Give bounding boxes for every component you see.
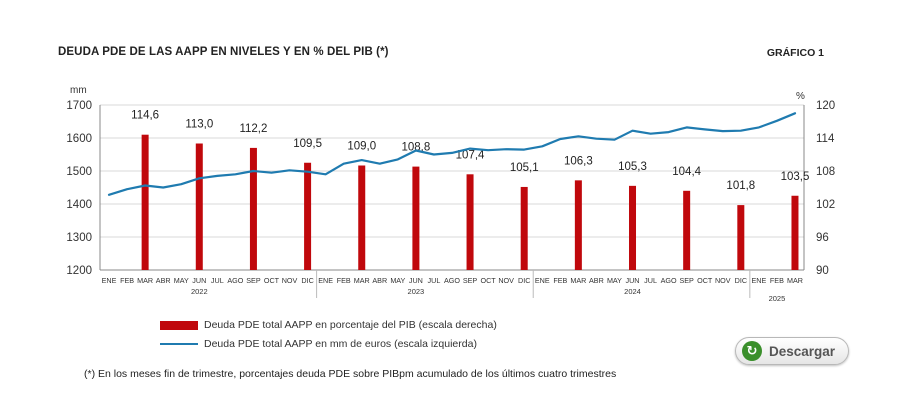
bar-debt-pct-gdp xyxy=(737,205,745,270)
bar-data-label: 109,0 xyxy=(347,141,376,153)
x-axis-year-label: 2025 xyxy=(769,294,786,303)
x-axis-month-label: DIC xyxy=(735,276,747,285)
left-axis-tick-label: 1600 xyxy=(66,133,92,145)
bar-data-label: 109,5 xyxy=(293,138,322,150)
x-axis-month-label: FEB xyxy=(553,276,567,285)
x-axis-month-label: ENE xyxy=(102,276,117,285)
bar-data-label: 112,2 xyxy=(239,123,267,135)
left-axis-unit: mm xyxy=(70,85,87,96)
right-axis-tick-label: 96 xyxy=(816,232,829,244)
bar-debt-pct-gdp xyxy=(195,143,203,270)
x-axis-month-label: FEB xyxy=(337,276,351,285)
left-axis-tick-label: 1700 xyxy=(66,100,92,112)
x-axis-month-label: JUL xyxy=(211,276,224,285)
left-axis-tick-label: 1200 xyxy=(66,265,92,277)
bar-debt-pct-gdp xyxy=(141,134,149,270)
x-axis-month-label: JUL xyxy=(428,276,441,285)
legend-line-swatch xyxy=(160,343,198,345)
x-axis-month-label: SEP xyxy=(246,276,261,285)
right-axis-tick-label: 120 xyxy=(816,100,835,112)
bar-data-label: 101,8 xyxy=(726,180,755,192)
x-axis-month-label: AGO xyxy=(444,276,460,285)
x-axis-month-label: MAR xyxy=(570,276,586,285)
x-axis-month-label: ENE xyxy=(318,276,333,285)
x-axis-month-label: ENE xyxy=(751,276,766,285)
bar-data-label: 103,5 xyxy=(781,171,810,183)
x-axis-month-label: NOV xyxy=(715,276,731,285)
bar-debt-pct-gdp xyxy=(304,162,312,270)
legend: Deuda PDE total AAPP en porcentaje del P… xyxy=(160,316,497,354)
bar-debt-pct-gdp xyxy=(629,185,637,270)
bar-data-label: 114,6 xyxy=(131,110,159,122)
legend-bar-swatch xyxy=(160,321,198,330)
footnote: (*) En los meses fin de trimestre, porce… xyxy=(84,368,617,380)
x-axis-month-label: NOV xyxy=(498,276,514,285)
bar-data-label: 113,0 xyxy=(185,119,213,131)
line-debt-billion-eur xyxy=(107,112,797,196)
bar-debt-pct-gdp xyxy=(683,190,691,270)
right-axis-unit: % xyxy=(796,91,805,102)
download-button-label: Descargar xyxy=(769,343,836,359)
download-button[interactable]: ↻ Descargar xyxy=(735,337,849,365)
x-axis-month-label: JUN xyxy=(409,276,423,285)
bar-data-label: 107,4 xyxy=(456,149,485,161)
x-axis-month-label: OCT xyxy=(481,276,497,285)
x-axis-month-label: MAR xyxy=(137,276,153,285)
refresh-arrow-icon: ↻ xyxy=(742,341,762,361)
x-axis-month-label: ABR xyxy=(372,276,387,285)
x-axis-month-label: MAY xyxy=(174,276,189,285)
x-axis-month-label: JUN xyxy=(626,276,640,285)
chart-number-tag: GRÁFICO 1 xyxy=(766,47,824,59)
bar-debt-pct-gdp xyxy=(791,195,799,270)
bar-data-label: 108,8 xyxy=(402,142,431,154)
right-axis-tick-label: 114 xyxy=(816,133,835,145)
x-axis-month-label: JUN xyxy=(192,276,206,285)
x-axis-month-label: DIC xyxy=(301,276,313,285)
x-axis-year-label: 2022 xyxy=(191,287,208,296)
legend-item-line: Deuda PDE total AAPP en mm de euros (esc… xyxy=(160,335,497,354)
bar-debt-pct-gdp xyxy=(466,174,474,270)
left-axis-tick-label: 1400 xyxy=(66,199,92,211)
legend-item-bar: Deuda PDE total AAPP en porcentaje del P… xyxy=(160,316,497,335)
bar-debt-pct-gdp xyxy=(358,165,366,270)
bar-data-label: 105,1 xyxy=(510,162,539,174)
right-axis-tick-label: 108 xyxy=(816,166,835,178)
right-axis-tick-label: 90 xyxy=(816,265,829,277)
left-axis-tick-label: 1300 xyxy=(66,232,92,244)
bar-data-label: 106,3 xyxy=(564,155,593,167)
x-axis-month-label: MAR xyxy=(787,276,803,285)
x-axis-month-label: MAY xyxy=(390,276,405,285)
x-axis-month-label: OCT xyxy=(264,276,280,285)
left-axis-tick-label: 1500 xyxy=(66,166,92,178)
x-axis-month-label: FEB xyxy=(770,276,784,285)
x-axis-month-label: AGO xyxy=(227,276,243,285)
right-axis-tick-label: 102 xyxy=(816,199,835,211)
bar-data-label: 105,3 xyxy=(618,161,647,173)
x-axis-month-label: MAY xyxy=(607,276,622,285)
x-axis-month-label: ABR xyxy=(156,276,171,285)
x-axis-month-label: OCT xyxy=(697,276,713,285)
bar-debt-pct-gdp xyxy=(520,186,528,270)
x-axis-year-label: 2024 xyxy=(624,287,641,296)
x-axis-month-label: ENE xyxy=(535,276,550,285)
x-axis-month-label: JUL xyxy=(644,276,657,285)
legend-line-label: Deuda PDE total AAPP en mm de euros (esc… xyxy=(204,338,477,350)
x-axis-month-label: MAR xyxy=(354,276,370,285)
x-axis-year-label: 2023 xyxy=(408,287,425,296)
x-axis-month-label: SEP xyxy=(679,276,694,285)
x-axis-month-label: ABR xyxy=(589,276,604,285)
x-axis-month-label: FEB xyxy=(120,276,134,285)
legend-bar-label: Deuda PDE total AAPP en porcentaje del P… xyxy=(204,319,497,331)
x-axis-month-label: DIC xyxy=(518,276,530,285)
bar-data-label: 104,4 xyxy=(672,166,701,178)
bar-debt-pct-gdp xyxy=(574,180,582,270)
x-axis-month-label: SEP xyxy=(463,276,478,285)
x-axis-month-label: NOV xyxy=(282,276,298,285)
x-axis-month-label: AGO xyxy=(661,276,677,285)
bar-debt-pct-gdp xyxy=(249,147,257,270)
bar-debt-pct-gdp xyxy=(412,166,420,270)
chart-title: DEUDA PDE DE LAS AAPP EN NIVELES Y EN % … xyxy=(58,46,389,58)
